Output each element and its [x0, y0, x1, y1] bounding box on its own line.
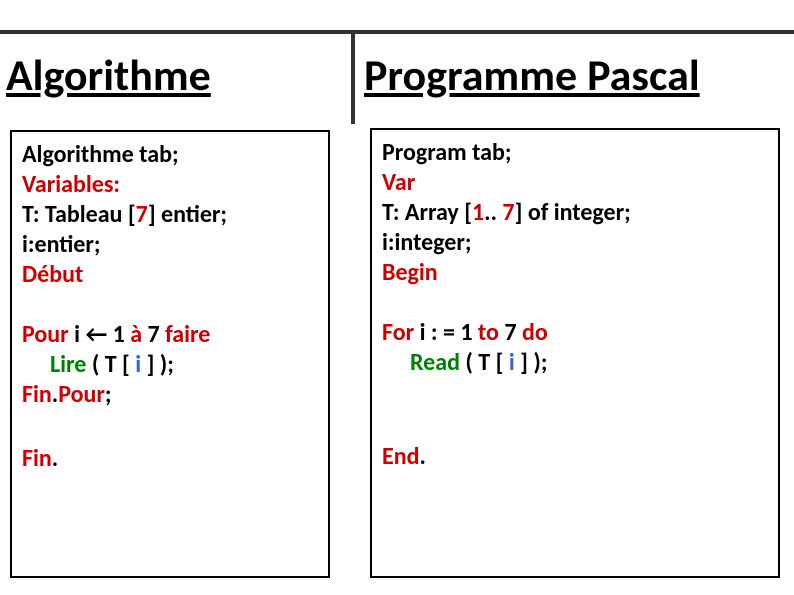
text: T: Array [ — [382, 198, 472, 227]
kw-fin: Fin — [22, 380, 52, 409]
vertical-divider — [351, 34, 355, 124]
algo-line-9: Fin. — [22, 444, 318, 474]
num: 7 — [136, 200, 148, 229]
text: i — [69, 320, 86, 349]
dot: . — [52, 444, 58, 473]
text: ] ); — [515, 348, 548, 377]
pas-line-5: Begin — [382, 258, 768, 288]
text: T: Tableau [ — [22, 200, 136, 229]
kw-program: Program — [382, 138, 467, 167]
text: ( T [ — [460, 348, 509, 377]
text: ] entier; — [148, 200, 227, 229]
heading-programme-pascal: Programme Pascal — [364, 48, 700, 102]
algo-line-3: T: Tableau [7] entier; — [22, 200, 318, 230]
num: 1 — [472, 198, 484, 227]
text: .. — [484, 198, 502, 227]
pas-line-6: For i : = 1 to 7 do — [382, 318, 768, 348]
algo-line-5: Début — [22, 260, 318, 290]
heading-algorithme: Algorithme — [6, 48, 211, 102]
kw-a: à — [130, 320, 142, 349]
spacer — [382, 412, 768, 442]
semi: ; — [105, 380, 112, 409]
text: ( T [ — [86, 350, 135, 379]
spacer — [382, 288, 768, 318]
algo-line-8: Fin.Pour; — [22, 380, 318, 410]
kw-for: For — [382, 318, 414, 347]
algo-line-1: Algorithme tab; — [22, 140, 318, 170]
algo-line-7: Lire ( T [ i ] ); — [22, 350, 318, 380]
algo-line-2: Variables: — [22, 170, 318, 200]
text: ] ); — [141, 350, 174, 379]
text: tab; — [134, 140, 179, 169]
kw-pour2: Pour — [58, 380, 105, 409]
pas-line-3: T: Array [1.. 7] of integer; — [382, 198, 768, 228]
spacer — [22, 290, 318, 320]
text: 7 — [499, 318, 522, 347]
kw-do: do — [522, 318, 548, 347]
arrow-icon: ← — [85, 320, 107, 349]
algorithme-box: Algorithme tab; Variables: T: Tableau [7… — [10, 130, 330, 578]
kw-faire: faire — [165, 320, 210, 349]
spacer — [382, 378, 768, 412]
text: 7 — [142, 320, 165, 349]
fn-read: Read — [410, 348, 460, 377]
pas-line-8: End. — [382, 442, 768, 472]
kw-fin2: Fin — [22, 444, 52, 473]
text: i : = 1 — [414, 318, 478, 347]
algo-line-6: Pour i ← 1 à 7 faire — [22, 320, 318, 350]
algo-line-4: i:entier; — [22, 230, 318, 260]
pas-line-7: Read ( T [ i ] ); — [382, 348, 768, 378]
pas-line-2: Var — [382, 168, 768, 198]
top-rule — [0, 30, 794, 34]
pas-line-1: Program tab; — [382, 138, 768, 168]
pas-line-4: i:integer; — [382, 228, 768, 258]
spacer — [22, 410, 318, 444]
kw-end: End — [382, 442, 419, 471]
text: 1 — [107, 320, 130, 349]
dot: . — [419, 442, 425, 471]
fn-lire: Lire — [50, 350, 86, 379]
kw-to: to — [478, 318, 499, 347]
num: 7 — [502, 198, 514, 227]
kw-algorithme: Algorithme — [22, 140, 134, 169]
pascal-box: Program tab; Var T: Array [1.. 7] of int… — [370, 128, 780, 578]
text: tab; — [467, 138, 512, 167]
text: ] of integer; — [515, 198, 631, 227]
kw-pour: Pour — [22, 320, 69, 349]
